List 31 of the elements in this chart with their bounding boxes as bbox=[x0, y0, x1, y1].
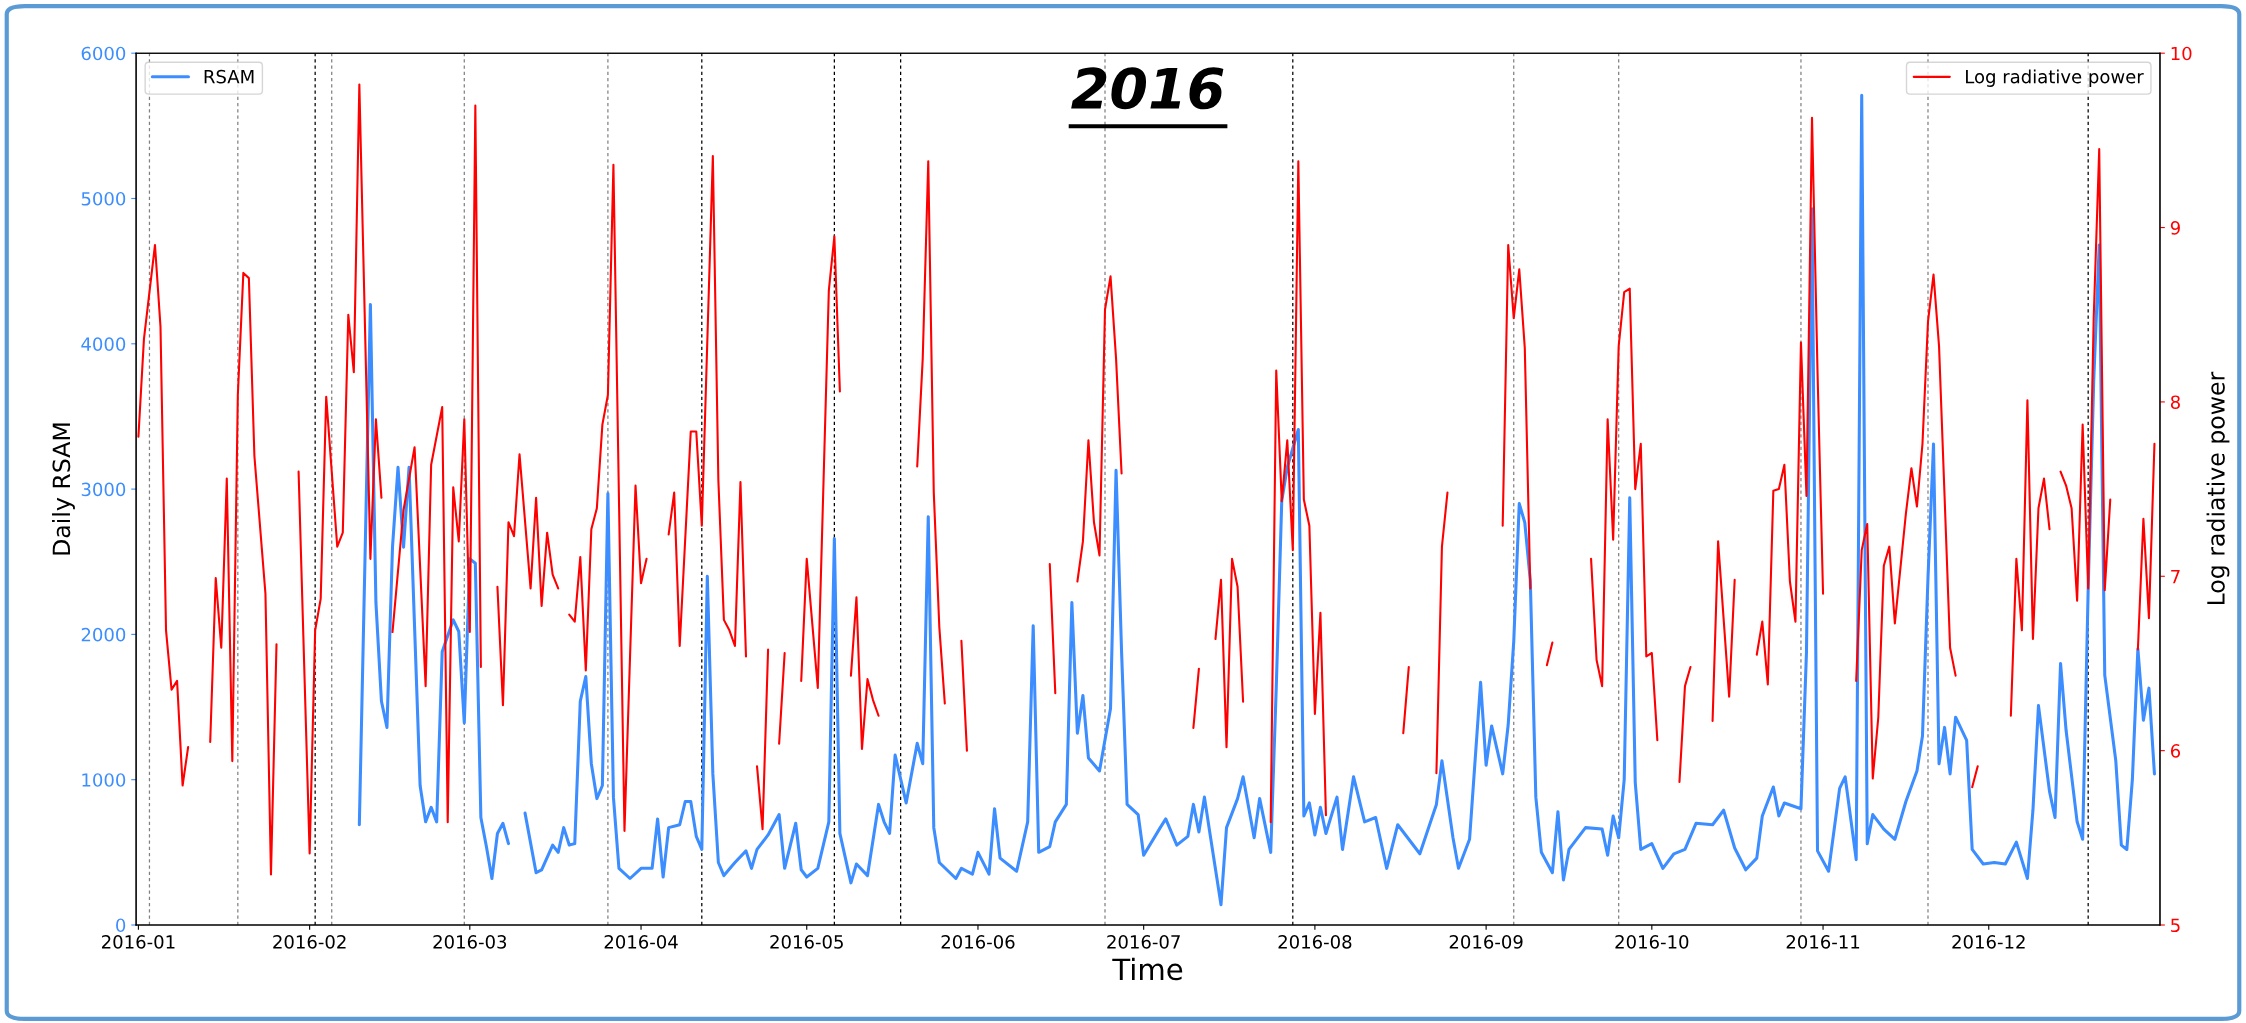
legend-label: Log radiative power bbox=[1966, 69, 2144, 87]
y2-axis-title: Log radiative power bbox=[2206, 371, 2230, 605]
y-tick-label: 0 bbox=[116, 918, 126, 933]
y-tick-label: 3000 bbox=[81, 482, 126, 497]
y-tick-label: 2000 bbox=[81, 627, 126, 642]
x-tick-label: 2016-08 bbox=[1278, 935, 1352, 949]
y2-tick-label: 6 bbox=[2170, 744, 2181, 758]
y-tick-label: 5000 bbox=[81, 191, 126, 206]
x-tick-label: 2016-02 bbox=[273, 935, 346, 949]
x-tick-label: 2016-06 bbox=[941, 935, 1015, 949]
x-tick-label: 2016-07 bbox=[1107, 935, 1180, 949]
x-tick-label: 2016-09 bbox=[1449, 935, 1523, 949]
y-tick-label: 6000 bbox=[81, 46, 126, 61]
y2-tick-label: 7 bbox=[2171, 569, 2180, 584]
y2-tick-label: 8 bbox=[2170, 395, 2180, 410]
x-tick-label: 2016-05 bbox=[770, 935, 843, 949]
x-tick-label: 2016-03 bbox=[433, 935, 507, 949]
y2-tick-label: 9 bbox=[2170, 221, 2180, 235]
legend-label: RSAM bbox=[204, 69, 254, 84]
chart-title: 2016 bbox=[1071, 67, 1224, 110]
y-axis-title: Daily RSAM bbox=[52, 423, 75, 555]
x-tick-label: 2016-11 bbox=[1786, 935, 1860, 949]
y2-tick-label: 10 bbox=[2171, 46, 2192, 61]
y-tick-label: 4000 bbox=[81, 337, 126, 351]
x-tick-label: 2016-12 bbox=[1952, 935, 2025, 949]
x-tick-label: 2016-04 bbox=[604, 935, 678, 949]
x-tick-label: 2016-01 bbox=[102, 935, 175, 949]
x-tick-label: 2016-10 bbox=[1615, 935, 1689, 949]
y2-tick-label: 5 bbox=[2171, 918, 2180, 933]
y-tick-label: 1000 bbox=[82, 773, 126, 787]
x-axis-title: Time bbox=[1112, 957, 1183, 981]
